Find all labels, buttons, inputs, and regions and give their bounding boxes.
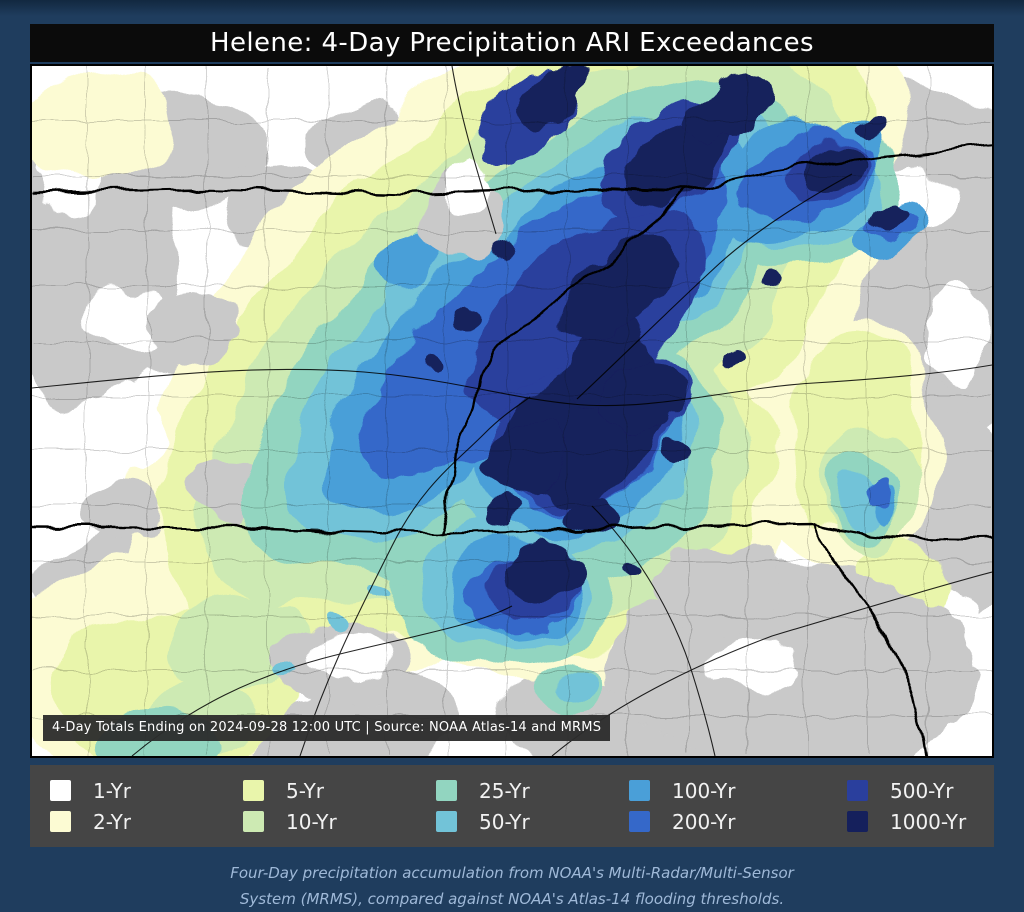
- legend-label-1yr: 1-Yr: [93, 778, 132, 803]
- legend-item-25yr: 25-Yr: [436, 779, 629, 803]
- map-frame: 4-Day Totals Ending on 2024-09-28 12:00 …: [30, 64, 994, 758]
- county-lines: [32, 66, 992, 756]
- legend-swatch-200yr: [629, 811, 650, 832]
- legend-label-500yr: 500-Yr: [890, 778, 954, 803]
- legend-swatch-1yr: [50, 780, 71, 801]
- legend-label-100yr: 100-Yr: [672, 778, 736, 803]
- legend-swatch-100yr: [629, 780, 650, 801]
- legend-label-5yr: 5-Yr: [286, 778, 325, 803]
- legend-item-5yr: 5-Yr: [243, 779, 436, 803]
- footer-caption: Four-Day precipitation accumulation from…: [30, 860, 994, 912]
- legend-label-200yr: 200-Yr: [672, 809, 736, 834]
- legend-label-10yr: 10-Yr: [286, 809, 337, 834]
- radar-gap-layer: [424, 162, 504, 262]
- legend-item-500yr: 500-Yr: [847, 779, 974, 803]
- legend-swatch-50yr: [436, 811, 457, 832]
- legend-item-10yr: 10-Yr: [243, 810, 436, 834]
- state-borders: [32, 143, 992, 756]
- legend-swatch-10yr: [243, 811, 264, 832]
- precipitation-map-canvas: [32, 66, 992, 756]
- white-speckle-layer: [94, 382, 797, 691]
- page-title: Helene: 4-Day Precipitation ARI Exceedan…: [30, 24, 994, 62]
- legend-label-2yr: 2-Yr: [93, 809, 132, 834]
- legend-item-2yr: 2-Yr: [50, 810, 243, 834]
- legend-label-1000yr: 1000-Yr: [890, 809, 967, 834]
- legend: 1-Yr 2-Yr 5-Yr 10-Yr 25-Yr 50-Yr 100-Yr: [30, 765, 994, 847]
- legend-swatch-2yr: [50, 811, 71, 832]
- legend-label-25yr: 25-Yr: [479, 778, 530, 803]
- legend-item-1yr: 1-Yr: [50, 779, 243, 803]
- map-caption: 4-Day Totals Ending on 2024-09-28 12:00 …: [43, 715, 611, 741]
- legend-item-50yr: 50-Yr: [436, 810, 629, 834]
- legend-item-200yr: 200-Yr: [629, 810, 847, 834]
- legend-swatch-500yr: [847, 780, 868, 801]
- footer-caption-line2: System (MRMS), compared against NOAA's A…: [239, 890, 785, 908]
- precip-layer-1000yr: [418, 66, 909, 599]
- footer-caption-line1: Four-Day precipitation accumulation from…: [230, 864, 794, 882]
- legend-swatch-5yr: [243, 780, 264, 801]
- legend-swatch-25yr: [436, 780, 457, 801]
- legend-swatch-1000yr: [847, 811, 868, 832]
- legend-item-100yr: 100-Yr: [629, 779, 847, 803]
- legend-item-1000yr: 1000-Yr: [847, 810, 974, 834]
- legend-label-50yr: 50-Yr: [479, 809, 530, 834]
